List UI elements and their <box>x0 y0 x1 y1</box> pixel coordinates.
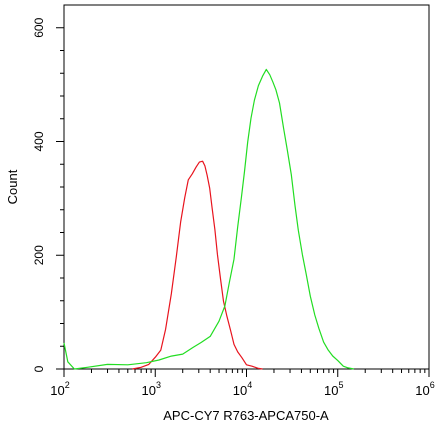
x-tick-exponent: 2 <box>65 380 70 390</box>
y-axis-label: Count <box>5 169 20 204</box>
plot-frame <box>63 4 430 370</box>
x-tick-label: 103 <box>142 380 161 398</box>
x-tick-label: 104 <box>233 380 252 398</box>
y-tick-label: 200 <box>32 245 46 265</box>
y-tick-label: 0 <box>32 365 46 372</box>
x-tick-exponent: 4 <box>247 380 252 390</box>
histogram-series-2 <box>63 68 354 370</box>
x-tick-exponent: 5 <box>338 380 343 390</box>
x-tick-label: 105 <box>324 380 343 398</box>
y-axis-ticks: 0 200 400 600 <box>32 17 64 372</box>
x-axis-label: APC-CY7 R763-APCA750-A <box>163 408 329 423</box>
x-tick-exponent: 6 <box>430 380 435 390</box>
x-tick-label: 106 <box>415 380 434 398</box>
y-tick-label: 600 <box>32 17 46 37</box>
y-tick-label: 400 <box>32 131 46 151</box>
minor-ticks <box>60 50 426 373</box>
histogram-series-1 <box>132 160 263 370</box>
series-layer <box>63 68 354 370</box>
x-tick-label: 102 <box>50 380 69 398</box>
x-axis-ticks: 102 103 104 105 106 <box>50 369 435 398</box>
x-tick-exponent: 3 <box>156 380 161 390</box>
